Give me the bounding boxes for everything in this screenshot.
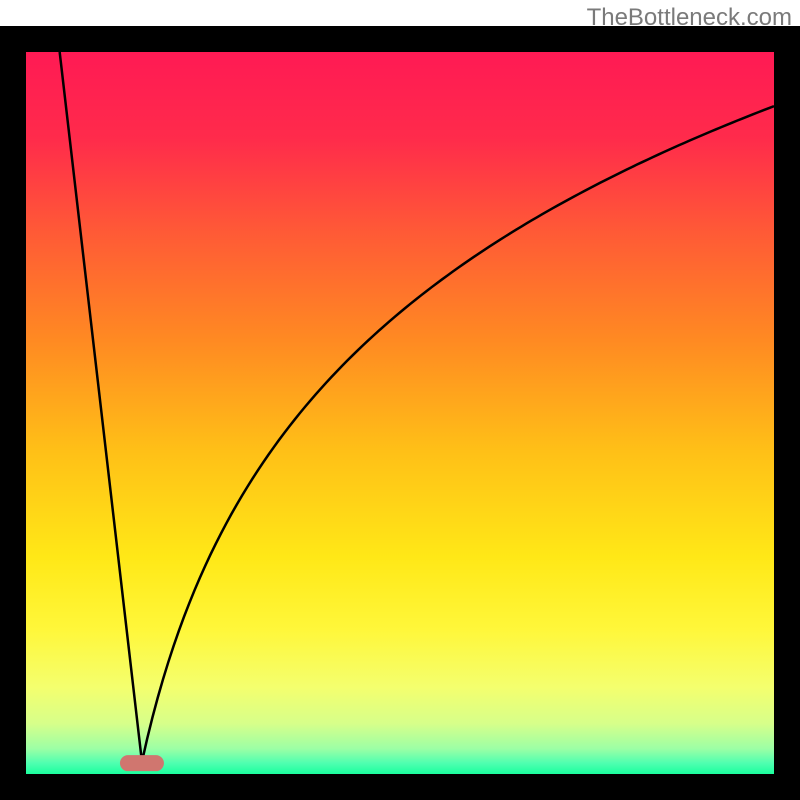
- trough-marker: [120, 755, 164, 771]
- plot-background: [26, 52, 774, 774]
- chart-container: TheBottleneck.com: [0, 0, 800, 800]
- watermark-text: TheBottleneck.com: [587, 4, 792, 32]
- bottleneck-chart: [0, 0, 800, 800]
